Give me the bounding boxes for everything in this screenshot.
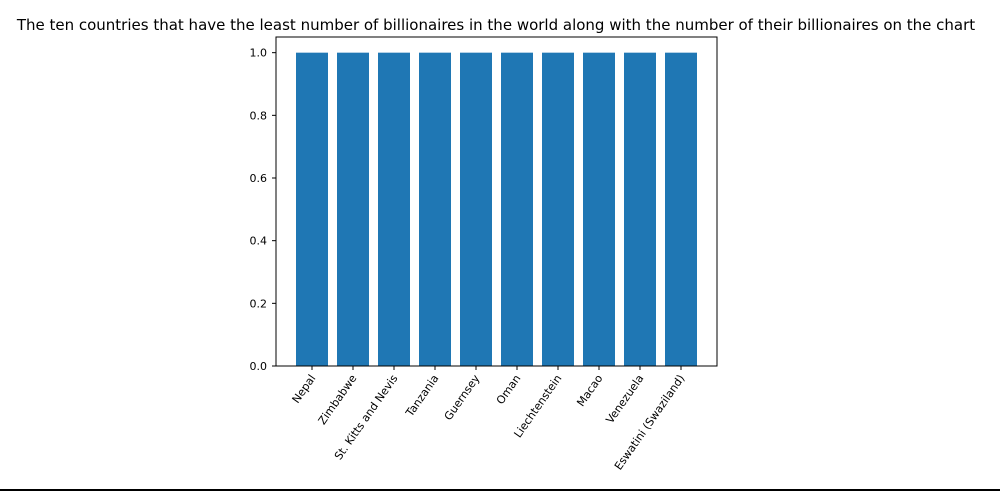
x-tick-label: Macao [574, 372, 605, 409]
bar-tanzania [419, 52, 451, 367]
bar-st-kitts-and-nevis [378, 52, 410, 367]
y-tick-label: 0.8 [250, 109, 268, 122]
y-tick-label: 1.0 [250, 47, 268, 60]
bar-zimbabwe [337, 52, 369, 367]
bar-eswatini-swaziland [665, 52, 697, 367]
bar-nepal [296, 52, 328, 367]
bar-liechtenstein [542, 52, 574, 367]
y-tick-label: 0.2 [250, 297, 268, 310]
y-tick-label: 0.6 [250, 172, 268, 185]
bar-guernsey [460, 52, 492, 367]
bar-venezuela [624, 52, 656, 367]
chart-title: The ten countries that have the least nu… [16, 16, 975, 34]
x-tick-label: Nepal [290, 372, 319, 405]
x-tick-label: Oman [494, 372, 524, 407]
bottom-divider [0, 489, 1000, 491]
y-tick-label: 0.4 [250, 235, 268, 248]
axes-frame [275, 36, 718, 367]
x-tick-label: Venezuela [603, 372, 646, 426]
y-tick-label: 0.0 [250, 360, 268, 373]
x-tick-label: Guernsey [442, 372, 483, 423]
x-tick-label: Tanzania [403, 372, 442, 420]
x-tick-label: Eswatini (Swaziland) [612, 372, 688, 472]
bar-macao [583, 52, 615, 367]
x-tick-label: Zimbabwe [316, 372, 360, 427]
bar-oman [501, 52, 533, 367]
